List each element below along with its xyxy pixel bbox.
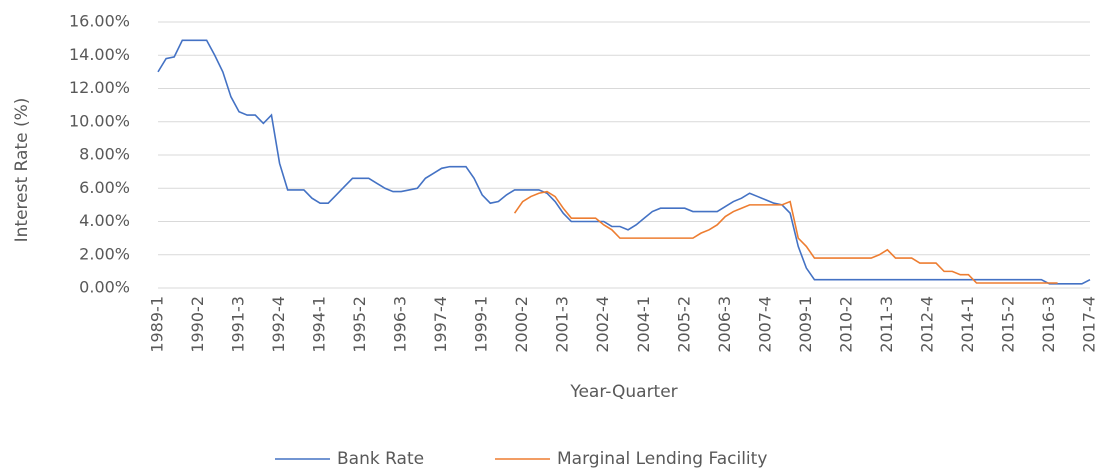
x-tick-label: 1989-1 <box>148 296 167 353</box>
x-tick-label: 2005-2 <box>674 296 693 353</box>
y-axis-title: Interest Rate (%) <box>12 98 32 243</box>
x-tick-label: 1997-4 <box>431 296 450 353</box>
y-tick-label: 8.00% <box>79 145 130 164</box>
x-tick-label: 2007-4 <box>755 296 774 353</box>
x-tick-label: 1991-3 <box>229 296 248 353</box>
x-tick-label: 2015-2 <box>998 296 1017 353</box>
x-tick-label: 2004-1 <box>634 296 653 353</box>
x-tick-label: 2011-3 <box>877 296 896 353</box>
x-tick-label: 2001-3 <box>553 296 572 353</box>
y-tick-label: 14.00% <box>69 45 130 64</box>
y-tick-label: 10.00% <box>69 111 130 130</box>
x-tick-label: 2012-4 <box>917 296 936 353</box>
x-tick-label: 1994-1 <box>310 296 329 353</box>
y-tick-label: 16.00% <box>69 12 130 31</box>
y-tick-label: 0.00% <box>79 278 130 297</box>
series-line <box>157 39 1091 285</box>
legend-label: Bank Rate <box>337 449 424 469</box>
x-tick-label: 2016-3 <box>1039 296 1058 353</box>
x-tick-label: 1996-3 <box>391 296 410 353</box>
y-tick-label: 12.00% <box>69 78 130 97</box>
y-tick-label: 6.00% <box>79 178 130 197</box>
y-tick-label: 2.00% <box>79 244 130 263</box>
y-tick-label: 4.00% <box>79 211 130 230</box>
x-tick-label: 2014-1 <box>958 296 977 353</box>
x-tick-label: 1999-1 <box>472 296 491 353</box>
x-tick-label: 2017-4 <box>1080 296 1099 353</box>
x-tick-label: 2009-1 <box>796 296 815 353</box>
series-line <box>513 190 1058 284</box>
x-axis-title: Year-Quarter <box>569 382 677 402</box>
x-tick-label: 2002-4 <box>593 296 612 353</box>
legend-label: Marginal Lending Facility <box>557 449 767 469</box>
x-tick-label: 2006-3 <box>715 296 734 353</box>
x-tick-label: 1990-2 <box>188 296 207 353</box>
x-tick-label: 1992-4 <box>269 296 288 353</box>
x-tick-label: 1995-2 <box>350 296 369 353</box>
x-tick-label: 2000-2 <box>512 296 531 353</box>
x-tick-label: 2010-2 <box>836 296 855 353</box>
